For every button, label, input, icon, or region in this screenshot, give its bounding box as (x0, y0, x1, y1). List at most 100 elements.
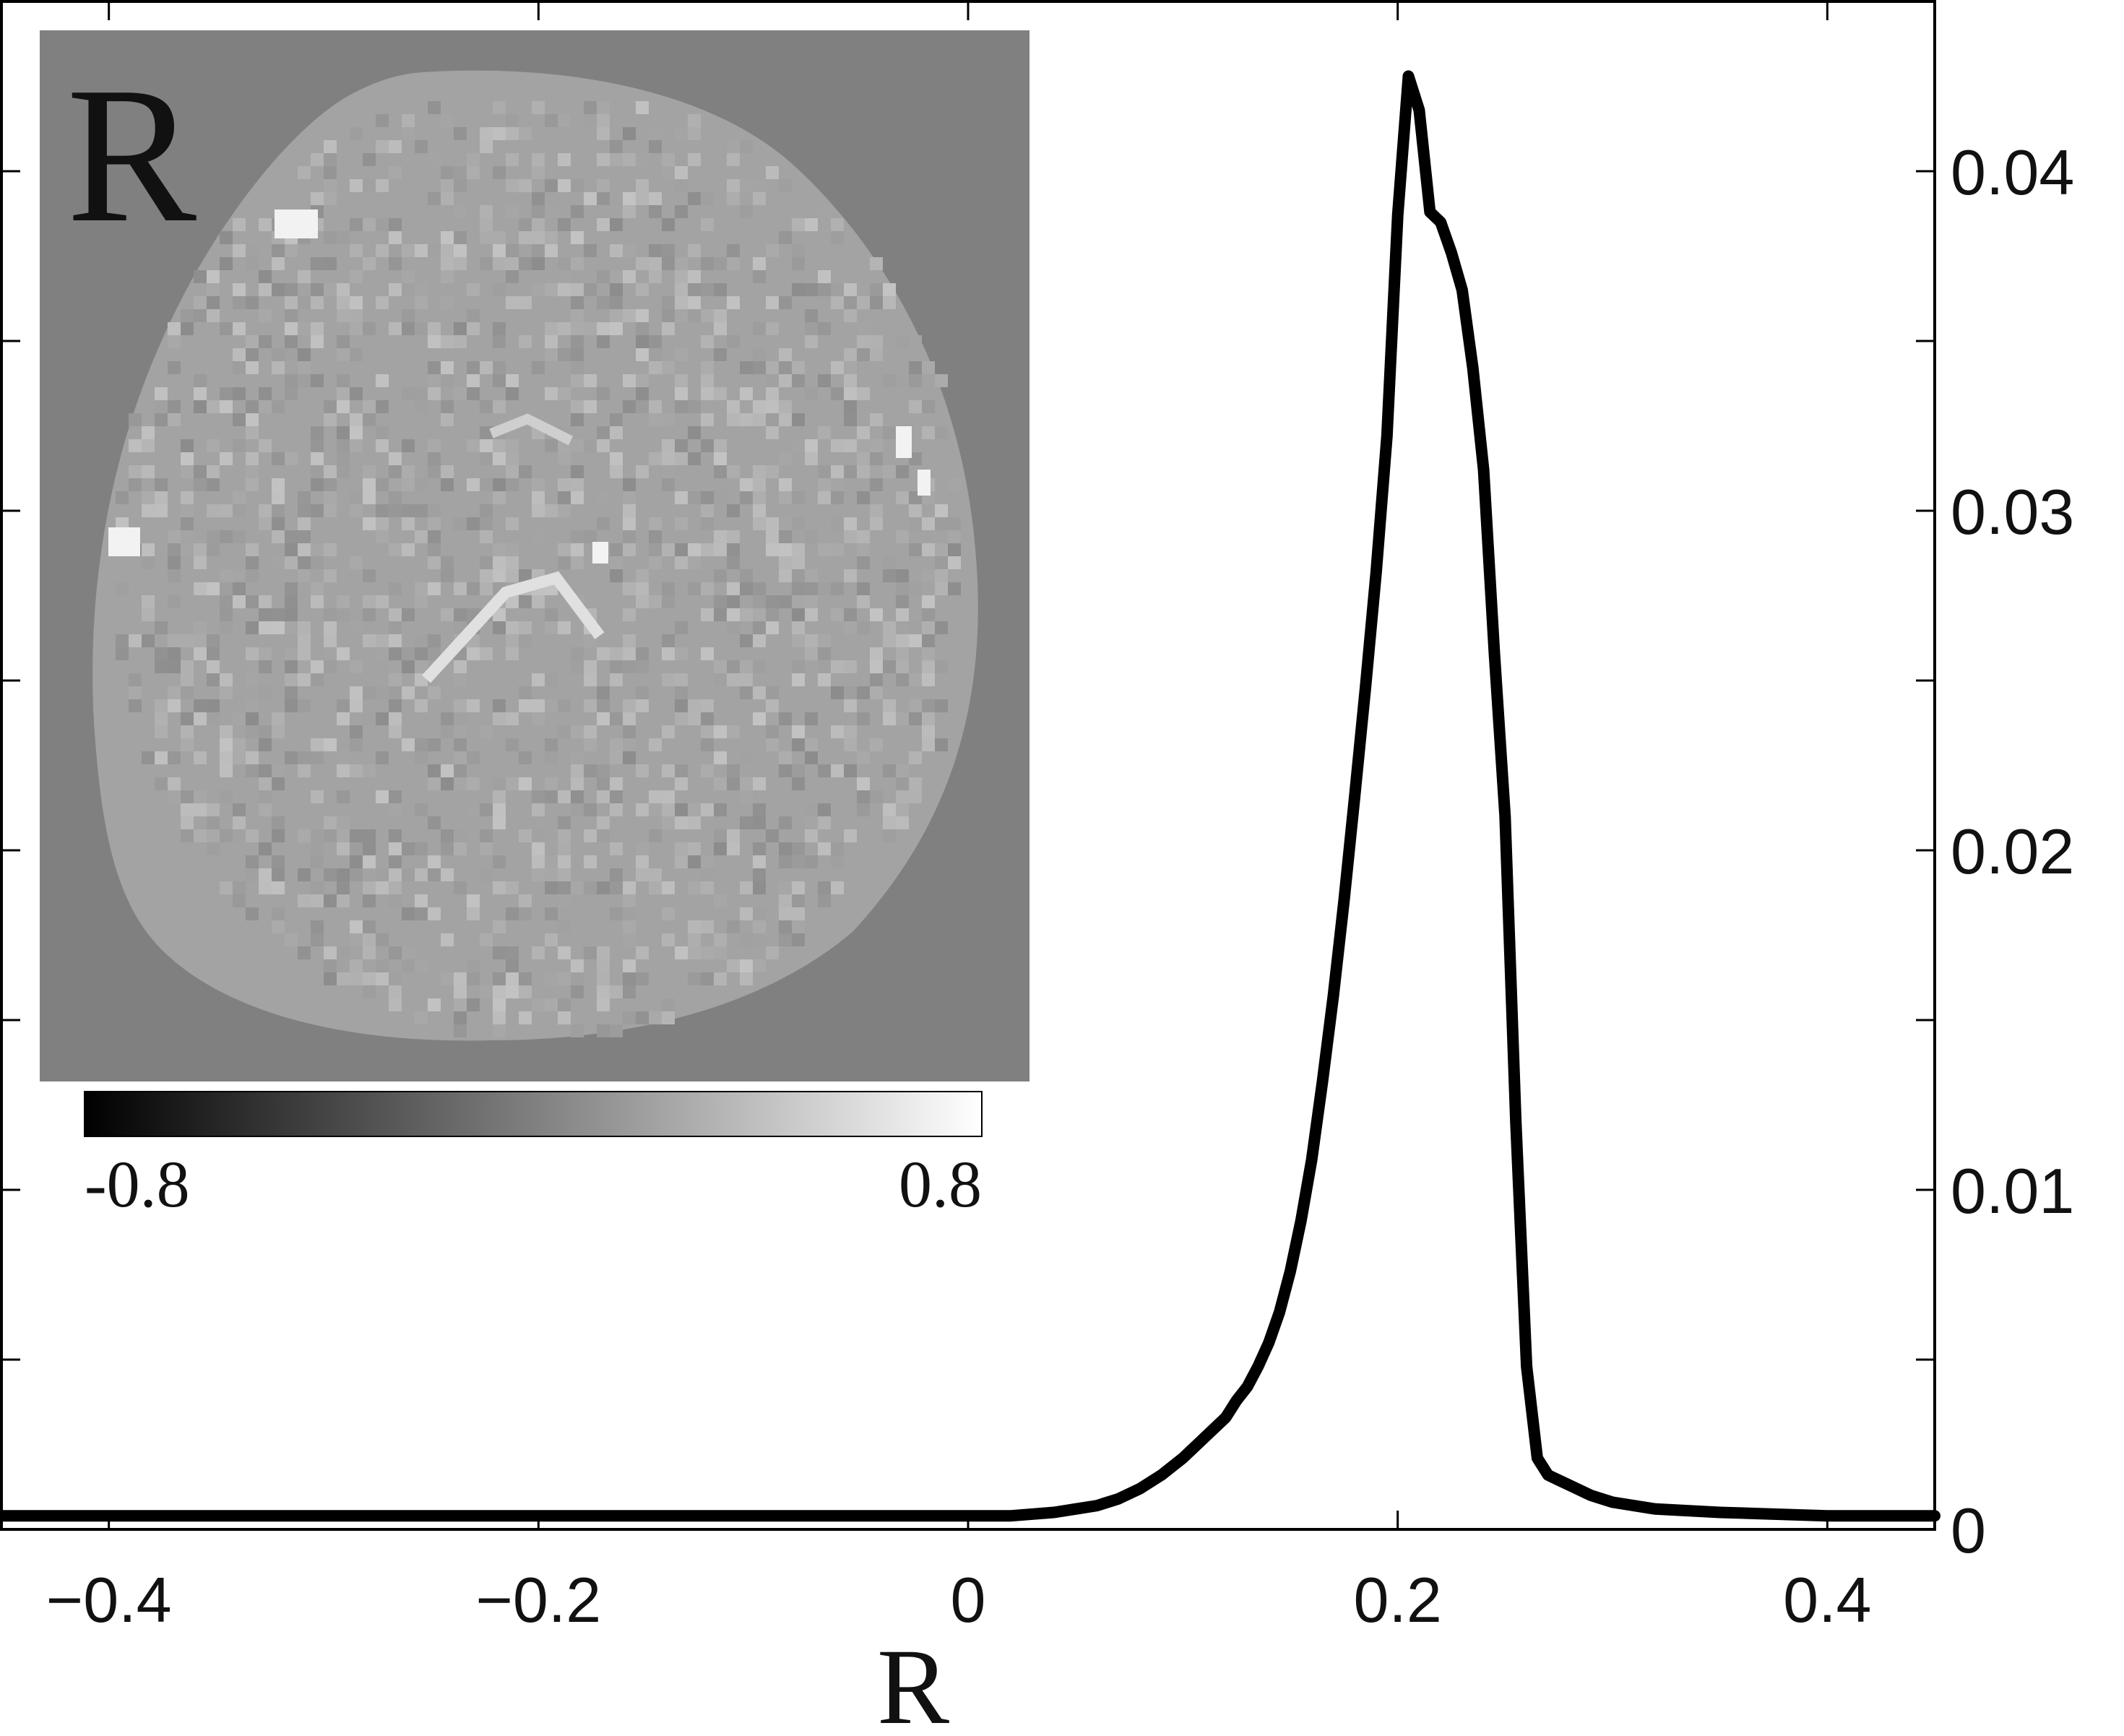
inset-pixel (766, 699, 779, 712)
inset-pixel (324, 621, 337, 634)
inset-pixel (493, 491, 506, 504)
inset-pixel (285, 556, 298, 569)
inset-pixel (571, 725, 584, 738)
inset-pixel (597, 686, 610, 699)
inset-pixel (844, 361, 857, 374)
inset-pixel (207, 712, 220, 725)
inset-pixel (311, 595, 324, 608)
inset-pixel (272, 244, 285, 257)
inset-pixel (558, 725, 571, 738)
inset-pixel (597, 764, 610, 777)
inset-pixel (623, 894, 636, 907)
inset-pixel (701, 491, 714, 504)
inset-pixel (376, 647, 389, 660)
inset-pixel (246, 296, 259, 309)
inset-pixel (727, 842, 740, 855)
x-tick-labels: −0.4 −0.2 0 0.2 0.4 (46, 1564, 1872, 1636)
inset-pixel (818, 881, 831, 894)
inset-pixel (870, 504, 883, 517)
inset-pixel (636, 400, 649, 413)
inset-pixel (714, 660, 727, 673)
inset-pixel (740, 816, 753, 829)
inset-pixel (415, 504, 428, 517)
inset-pixel (467, 153, 480, 166)
inset-pixel (272, 855, 285, 868)
inset-pixel (246, 725, 259, 738)
inset-pixel (909, 374, 922, 387)
inset-pixel (831, 543, 844, 556)
inset-pixel (467, 309, 480, 322)
inset-pixel (389, 647, 402, 660)
inset-pixel (233, 244, 246, 257)
inset-pixel (519, 634, 532, 647)
inset-pixel (922, 361, 935, 374)
inset-pixel (350, 621, 363, 634)
inset-pixel (337, 868, 350, 881)
inset-pixel (402, 478, 415, 491)
inset-pixel (701, 738, 714, 751)
inset-pixel (753, 491, 766, 504)
inset-pixel (675, 283, 688, 296)
inset-pixel (727, 257, 740, 270)
inset-pixel (545, 504, 558, 517)
inset-pixel (948, 530, 961, 543)
inset-pixel (922, 725, 935, 738)
inset-pixel (194, 634, 207, 647)
x-tick-label-0: −0.4 (46, 1564, 172, 1636)
inset-pixel (688, 881, 701, 894)
inset-pixel (207, 660, 220, 673)
inset-pixel (727, 660, 740, 673)
inset-pixel (662, 998, 675, 1011)
inset-pixel (506, 543, 519, 556)
inset-pixel (181, 634, 194, 647)
inset-pixel (532, 530, 545, 543)
inset-pixel (857, 543, 870, 556)
inset-pixel (441, 114, 454, 127)
inset-pixel (766, 387, 779, 400)
inset-pixel (571, 231, 584, 244)
inset-pixel (649, 205, 662, 218)
inset-pixel (454, 1024, 467, 1037)
inset-pixel (727, 764, 740, 777)
inset-pixel (623, 582, 636, 595)
inset-pixel (259, 764, 272, 777)
inset-pixel (740, 387, 753, 400)
inset-pixel (181, 309, 194, 322)
inset-pixel (766, 738, 779, 751)
inset-pixel (883, 465, 896, 478)
inset-pixel (610, 712, 623, 725)
inset-pixel (714, 894, 727, 907)
inset-pixel (935, 374, 948, 387)
inset-pixel (727, 192, 740, 205)
inset-pixel (753, 270, 766, 283)
inset-pixel (285, 751, 298, 764)
inset-pixel (779, 478, 792, 491)
inset-pixel (272, 257, 285, 270)
inset-pixel (818, 634, 831, 647)
inset-pixel (168, 335, 181, 348)
inset-pixel (818, 374, 831, 387)
inset-pixel (896, 595, 909, 608)
inset-pixel (909, 634, 922, 647)
inset-pixel (454, 751, 467, 764)
inset-pixel (506, 920, 519, 933)
inset-pixel (532, 595, 545, 608)
inset-pixel (571, 777, 584, 790)
inset-pixel (493, 816, 506, 829)
inset-pixel (870, 738, 883, 751)
inset-pixel (584, 114, 597, 127)
inset-pixel (298, 751, 311, 764)
series-line (0, 70, 1940, 1522)
inset-pixel (909, 452, 922, 465)
inset-pixel (168, 686, 181, 699)
inset-pixel (350, 309, 363, 322)
inset-pixel (727, 244, 740, 257)
inset-pixel (324, 218, 337, 231)
inset-pixel (246, 244, 259, 257)
inset-pixel (818, 647, 831, 660)
inset-pixel (545, 179, 558, 192)
inset-pixel (415, 140, 428, 153)
inset-pixel (662, 452, 675, 465)
inset-pixel (571, 790, 584, 803)
inset-pixel (688, 244, 701, 257)
